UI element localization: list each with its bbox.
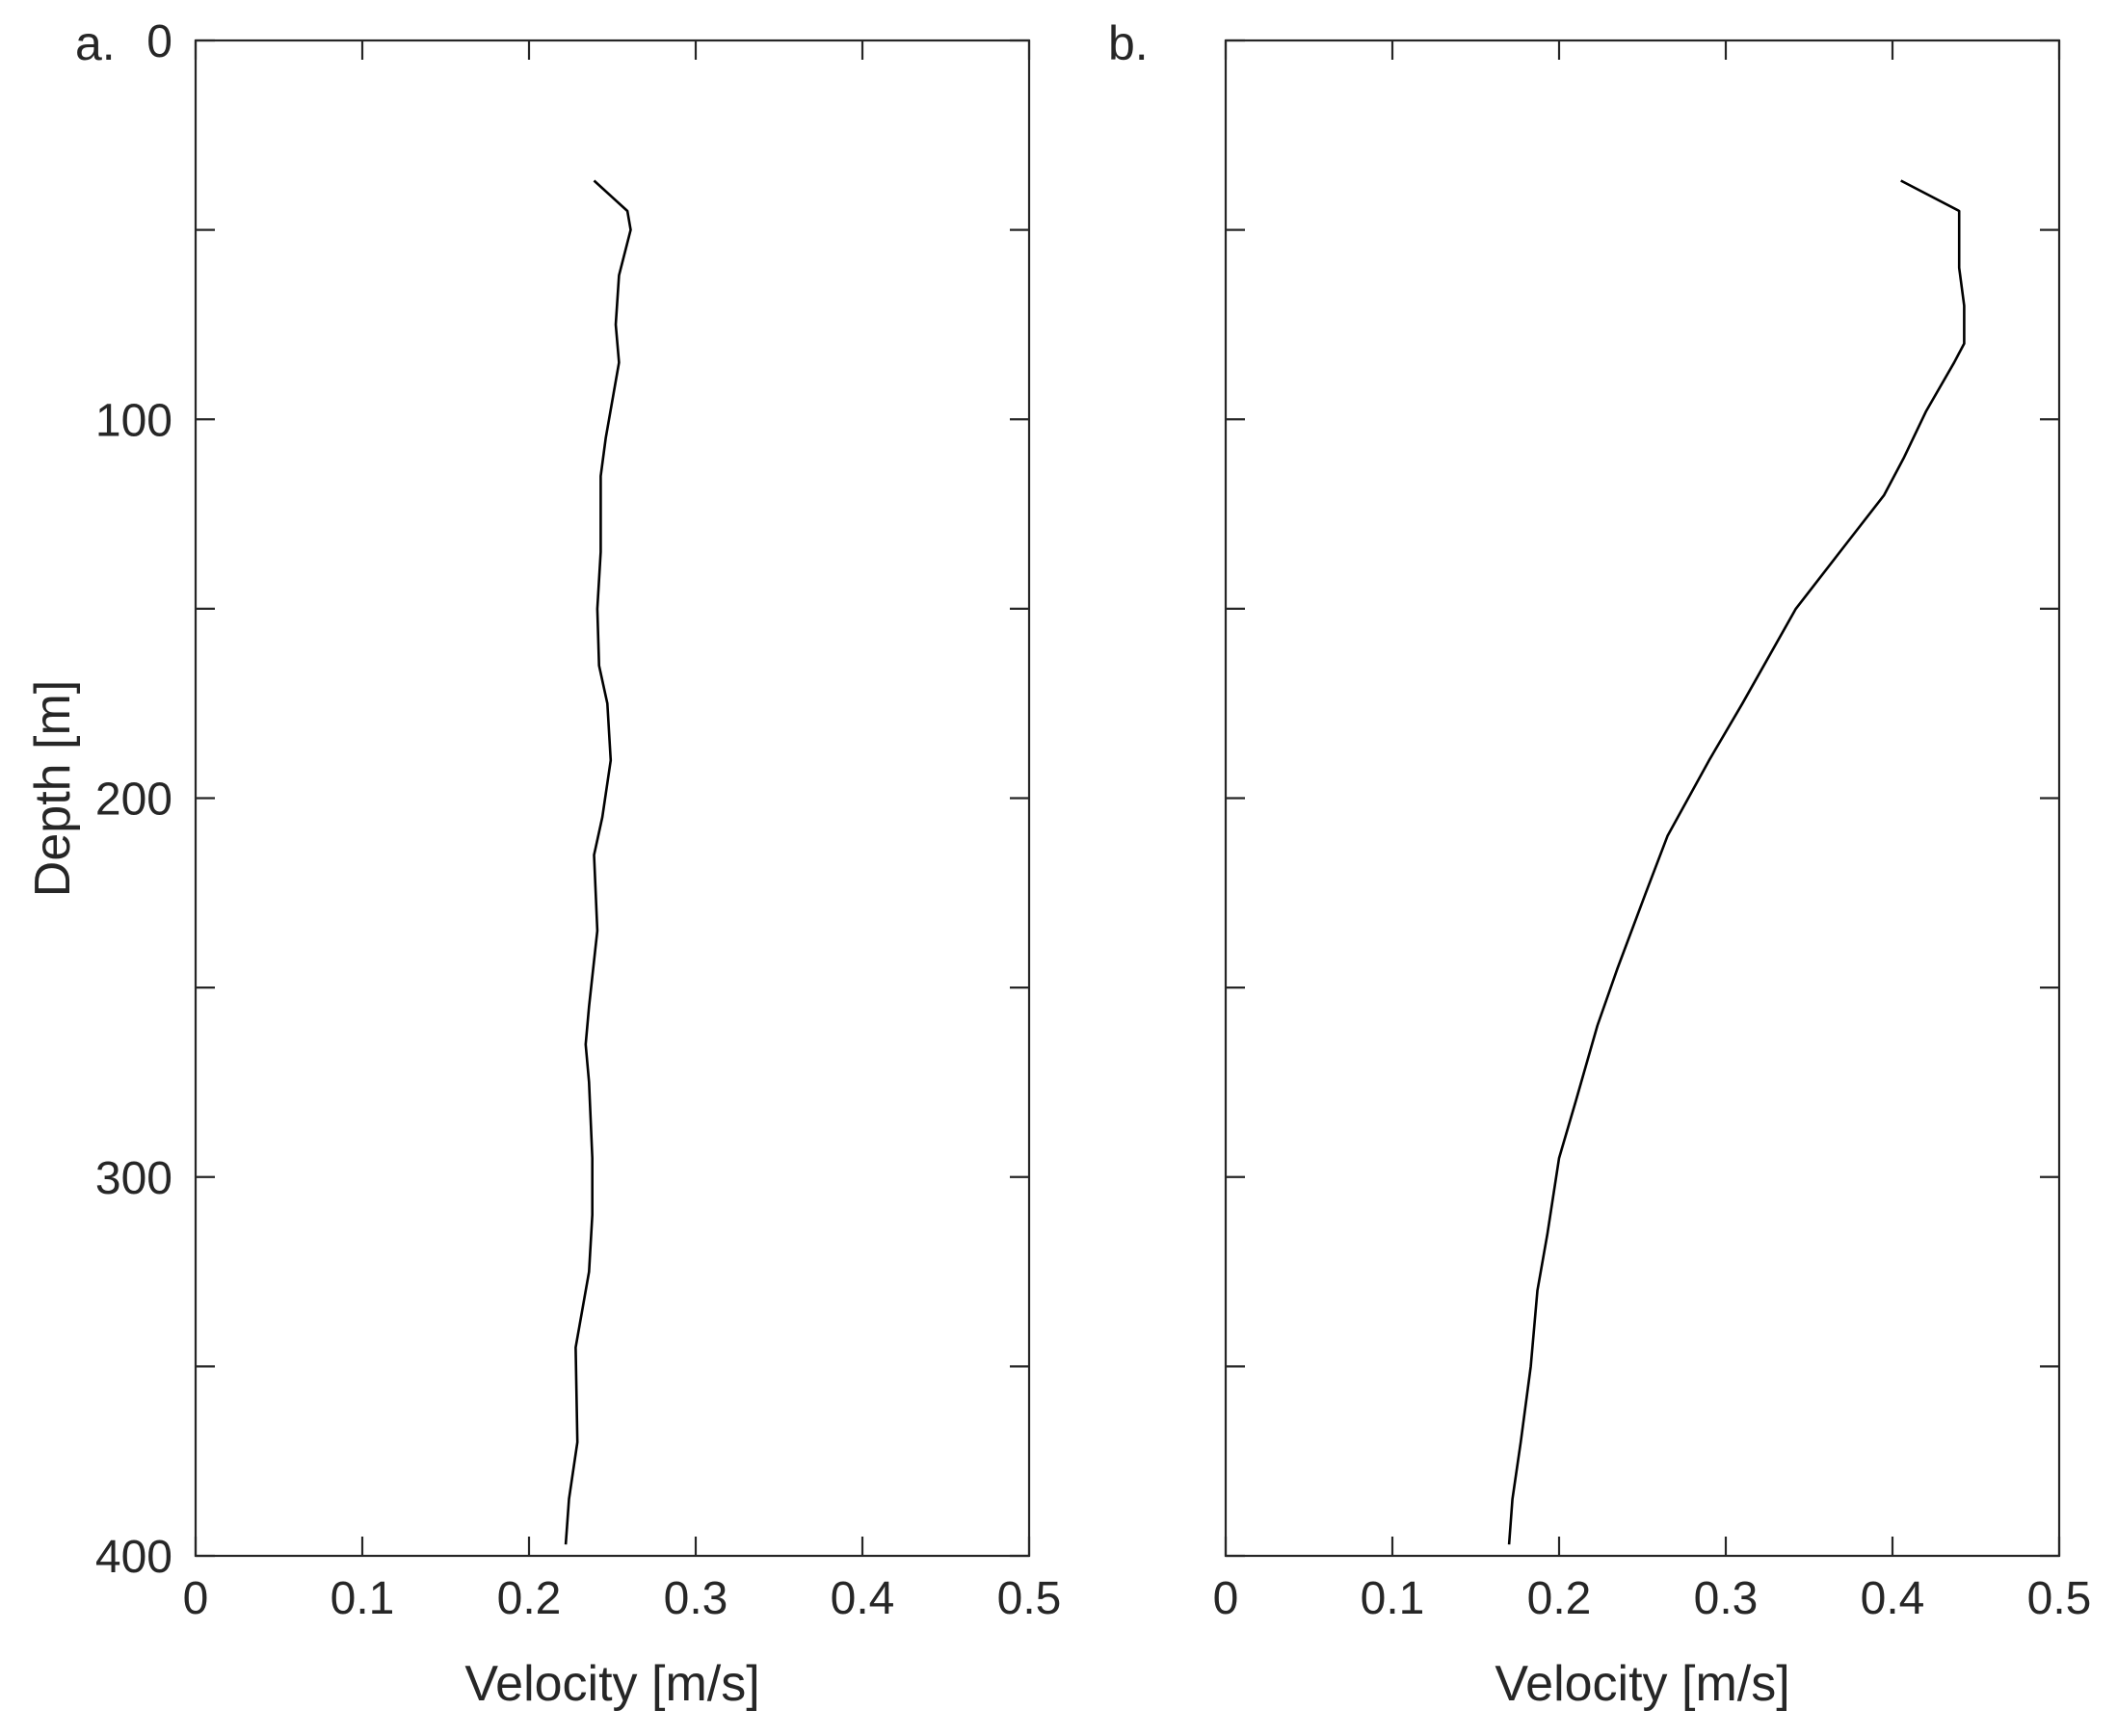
- panel-a-y-tick-label: 100: [95, 395, 172, 446]
- panel-b-x-tick-label: 0: [1213, 1573, 1239, 1624]
- panel-a: 0 0.1 0.2 0.3 0.4 0.5 0 100 200 300 400 Velocity [m…: [25, 16, 1061, 1712]
- panel-a-y-tick-label: 400: [95, 1532, 172, 1583]
- panel-b-x-tick-label: 0.1: [1361, 1573, 1425, 1624]
- panel-a-x-tick-label: 0.5: [997, 1573, 1062, 1624]
- panel-a-y-tick-label: 0: [146, 16, 172, 67]
- panel-a-x-tick-label: 0.4: [831, 1573, 895, 1624]
- panel-b-x-axis-label: Velocity [m/s]: [1495, 1656, 1789, 1712]
- panel-a-x-tick-label: 0: [183, 1573, 209, 1624]
- panel-a-x-tick-label: 0.1: [331, 1573, 395, 1624]
- panel-a-x-tick-label: 0.3: [664, 1573, 728, 1624]
- chart-panels: 0 0.1 0.2 0.3 0.4 0.5 0 100 200 300 400 Velocity [m…: [25, 16, 2091, 1712]
- panel-b-x-tick-label: 0.2: [1527, 1573, 1592, 1624]
- panel-a-axes-frame: [194, 39, 1031, 1558]
- panel-letter-b: b.: [1108, 16, 1149, 70]
- panel-b-x-tick-label: 0.5: [2027, 1573, 2092, 1624]
- panel-a-y-tick-label: 300: [95, 1153, 172, 1204]
- panel-a-y-tick-label: 200: [95, 775, 172, 826]
- panel-b-velocity-profile-line: [1507, 179, 1966, 1545]
- panel-a-x-tick-label: 0.2: [497, 1573, 562, 1624]
- panel-b-axes-frame: [1224, 39, 2061, 1558]
- panel-b: 0 0.1 0.2 0.3 0.4 0.5 Velocity [m/s]: [1213, 39, 2092, 1712]
- panel-b-x-tick-label: 0.4: [1861, 1573, 1925, 1624]
- panel-a-velocity-profile-line: [564, 179, 632, 1545]
- panel-a-x-axis-label: Velocity [m/s]: [464, 1656, 759, 1712]
- panel-letter-a: a.: [75, 16, 116, 70]
- panel-a-y-axis-label: Depth [m]: [25, 680, 81, 897]
- panel-b-x-tick-label: 0.3: [1694, 1573, 1759, 1624]
